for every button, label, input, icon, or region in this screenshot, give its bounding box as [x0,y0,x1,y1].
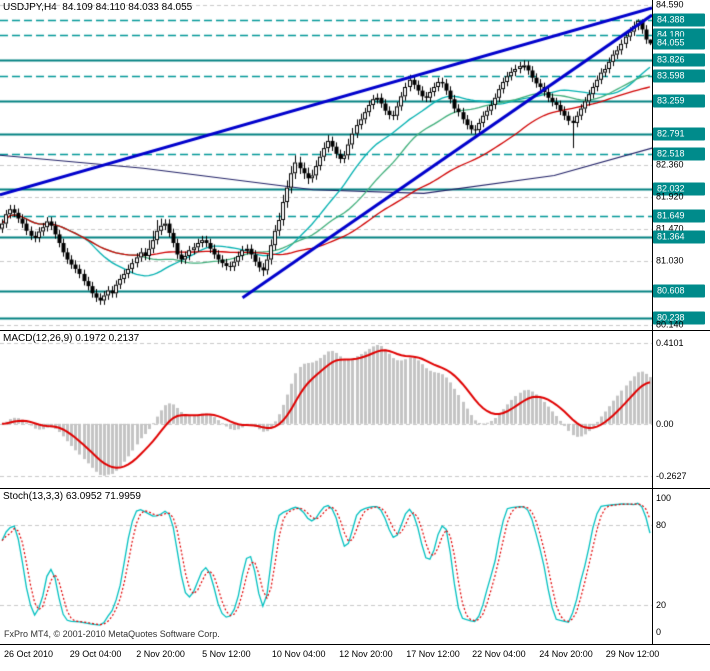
panel-separator [0,330,710,331]
time-axis-label: 10 Nov 04:00 [271,649,326,659]
price-axis-label: 84.590 [656,0,684,10]
time-axis-label: 17 Nov 12:00 [406,649,460,659]
price-axis-label: 81.920 [656,191,684,202]
time-axis-label: 2 Nov 20:00 [136,649,185,659]
price-axis-border [652,0,653,645]
time-axis-label: 5 Nov 12:00 [202,649,251,659]
price-level-badge: 82.791 [653,127,705,141]
price-level-badge: 83.598 [653,69,705,83]
time-axis-label: 26 Oct 2010 [3,649,53,659]
price-level-badge: 83.826 [653,53,705,67]
price-axis-label: 81.470 [656,223,684,234]
price-pane-title: USDJPY,H4 84.109 84.110 84.033 84.055 [3,2,193,13]
stoch-axis-label: 0 [656,626,662,637]
macd-axis-label: 0.4101 [656,337,684,348]
stoch-axis-label: 20 [656,600,667,611]
price-level-badge: 82.518 [653,147,705,161]
macd-axis-label: 0.00 [656,418,674,429]
price-axis-label: 80.140 [656,319,684,330]
price-level-badge: 81.649 [653,209,705,223]
stoch-pane-title: Stoch(13,3,3) 63.0952 71.9959 [3,491,141,502]
price-axis-label: 81.030 [656,255,684,266]
price-axis-label: 82.360 [656,159,684,170]
time-axis-label: 22 Nov 04:00 [472,649,526,659]
time-axis[interactable]: 26 Oct 2010 29 Oct 04:00 2 Nov 20:00 5 Nov … [0,645,710,671]
price-chart-canvas[interactable] [0,0,652,330]
price-level-badge: 80.238 [653,311,705,325]
time-axis-label: 29 Oct 04:00 [69,649,122,659]
price-level-badge: 84.388 [653,13,705,27]
price-axis[interactable]: 84.590 84.388 84.180 84.055 83.826 83.598 83.2… [652,0,710,645]
stoch-axis-label: 80 [656,520,667,531]
price-level-badge: 82.032 [653,182,705,196]
price-level-badge: 84.055 [653,36,705,50]
time-axis-label: 12 Nov 20:00 [339,649,393,659]
price-level-badge: 83.259 [653,94,705,108]
panel-separator [0,644,710,645]
price-level-badge: 80.608 [653,284,705,298]
copyright-text: FxPro MT4, © 2001-2010 MetaQuotes Softwa… [4,629,220,639]
macd-pane-title: MACD(12,26,9) 0.1972 0.2137 [3,333,140,344]
time-axis-label: 24 Nov 20:00 [539,649,593,659]
macd-axis-label: -0.2627 [656,470,687,481]
panel-separator [0,488,710,489]
macd-indicator-canvas[interactable] [0,331,652,488]
stoch-axis-label: 100 [656,493,672,504]
price-level-badge: 81.364 [653,230,705,244]
stochastic-indicator-canvas[interactable] [0,489,652,644]
time-axis-label: 29 Nov 12:00 [605,649,660,659]
